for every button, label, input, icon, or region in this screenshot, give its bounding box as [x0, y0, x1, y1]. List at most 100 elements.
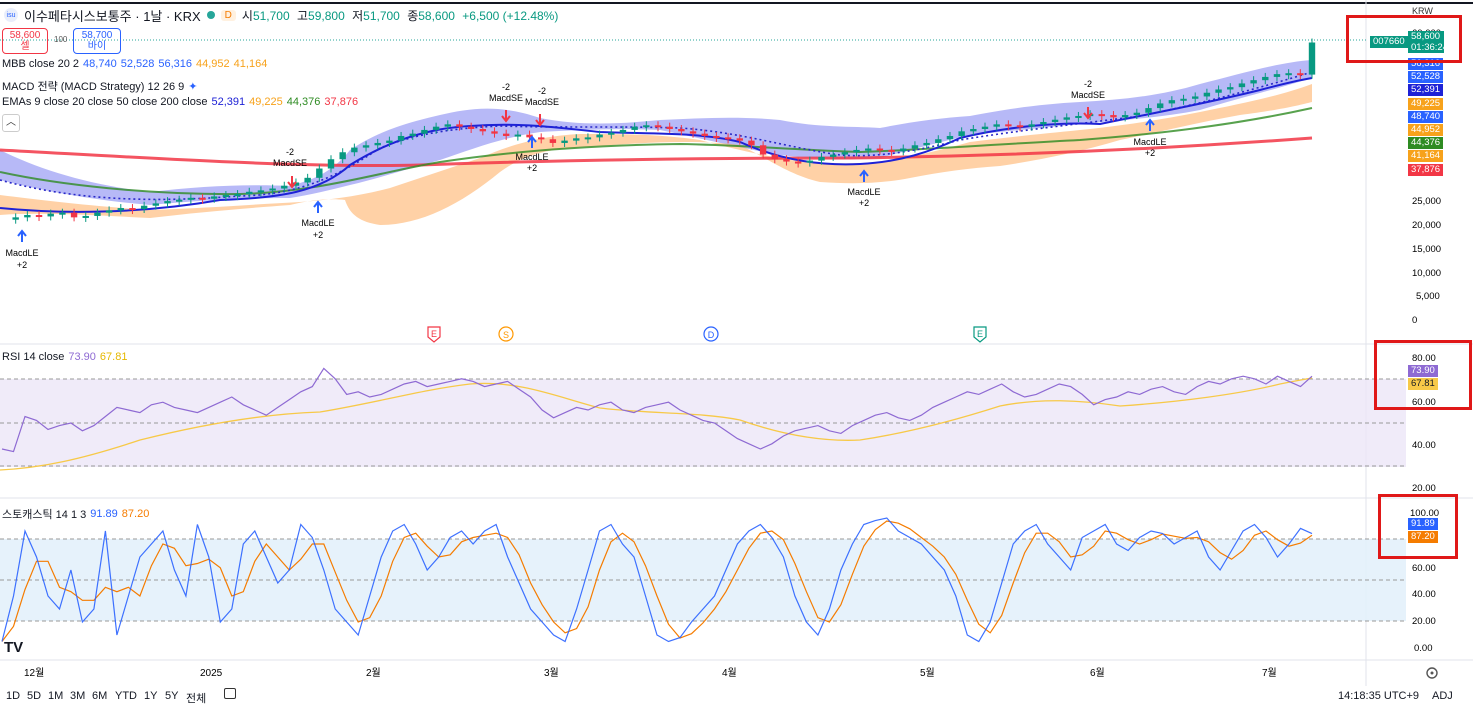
rsi-tick: 80.00 — [1412, 353, 1436, 364]
symbol-title[interactable]: 이수페타시스보통주 · 1날 · KRX — [24, 8, 201, 24]
candle — [164, 201, 171, 204]
svg-text:+2: +2 — [313, 230, 323, 240]
event-marker-dividend[interactable]: D — [703, 326, 719, 342]
last-price-badge[interactable]: 58,600 01:36:24 — [1408, 31, 1448, 53]
candle — [386, 140, 393, 143]
price-tick: 15,000 — [1412, 244, 1441, 255]
timeframe-6m[interactable]: 6M — [92, 690, 108, 702]
candle — [374, 142, 381, 146]
time-tick: 6월 — [1090, 667, 1105, 679]
candle — [246, 191, 253, 195]
ema-50-line — [0, 107, 1313, 196]
time-tick: 2월 — [366, 667, 381, 679]
candle — [538, 137, 545, 140]
candle — [1145, 108, 1152, 113]
calendar-icon[interactable] — [224, 688, 236, 699]
timeframe-all[interactable]: 전체 — [186, 693, 207, 705]
candle — [444, 124, 451, 127]
event-marker-earnings-2[interactable]: E — [973, 326, 987, 343]
indicator-value-badge: 52,528 — [1408, 71, 1444, 84]
candle — [222, 195, 230, 198]
sparkle-icon[interactable]: ✦ — [188, 80, 198, 93]
candle — [199, 197, 206, 200]
stoch-tick: 40.00 — [1412, 589, 1436, 600]
mbb-value: 41,164 — [233, 58, 268, 70]
open-value: 51,700 — [252, 8, 290, 23]
stoch-axis[interactable]: 100.00 60.00 40.00 20.00 0.00 — [1410, 508, 1439, 654]
candle — [1203, 92, 1211, 97]
time-tick: 4월 — [722, 667, 737, 679]
indicator-value-badge: 44,952 — [1408, 124, 1444, 136]
ema-value: 44,376 — [286, 96, 321, 108]
candle — [900, 148, 907, 152]
candle — [175, 199, 183, 202]
signal-macdle-1: MacdLE +2 — [5, 229, 39, 270]
sell-button[interactable]: 58,600 셀 — [2, 28, 48, 54]
change-value: +6,500 (+12.48%) — [462, 8, 559, 23]
collapse-indicators-button[interactable]: ︿ — [2, 114, 20, 132]
symbol-header: isu 이수페타시스보통주 · 1날 · KRX D 시51,700 고59,8… — [4, 6, 562, 24]
candle — [70, 212, 78, 218]
candle — [281, 185, 288, 189]
bottom-toolbar: 1D 5D 1M 3M 6M YTD 1Y 5Y 전체 14:18:35 UTC… — [0, 686, 1473, 705]
candle — [689, 131, 697, 134]
event-marker-split[interactable]: S — [498, 326, 514, 342]
candle — [701, 133, 708, 136]
price-tick: 10,000 — [1412, 268, 1441, 279]
timeframe-5y[interactable]: 5Y — [165, 690, 179, 702]
candle — [456, 124, 463, 127]
indicator-mbb[interactable]: MBB close 20 2 48,740 52,528 56,316 44,9… — [2, 58, 267, 70]
rsi-badge: 73.90 — [1408, 365, 1438, 377]
event-marker-earnings-1[interactable]: E — [427, 326, 441, 343]
indicator-rsi[interactable]: RSI 14 close 73.90 67.81 — [2, 351, 127, 363]
svg-text:+2: +2 — [859, 198, 869, 208]
time-axis[interactable]: 12월 2025 2월 3월 4월 5월 6월 7월 — [24, 667, 1277, 679]
candle — [316, 168, 323, 178]
timeframe-1d[interactable]: 1D — [6, 690, 21, 702]
candle — [549, 139, 557, 143]
indicator-value-badge: 49,225 — [1408, 97, 1444, 110]
candle — [759, 145, 767, 155]
candle — [946, 135, 954, 140]
timeframe-1m[interactable]: 1M — [48, 690, 64, 702]
time-tick: 5월 — [920, 667, 935, 679]
adjust-toggle[interactable]: ADJ — [1432, 690, 1453, 702]
svg-text:-2: -2 — [538, 86, 546, 96]
candle — [923, 142, 930, 146]
timeframe-ytd[interactable]: YTD — [115, 690, 137, 702]
settings-gear-icon[interactable] — [1426, 667, 1438, 679]
candle — [678, 129, 685, 132]
svg-text:MacdLE: MacdLE — [5, 248, 38, 258]
time-tick: 12월 — [24, 667, 44, 679]
indicator-stochastic[interactable]: 스토캐스틱 14 1 3 91.89 87.20 — [2, 506, 149, 522]
buy-button[interactable]: 58,700 바이 — [73, 28, 121, 54]
candle — [514, 134, 522, 137]
timeframe-5d[interactable]: 5D — [27, 690, 42, 702]
indicator-emas[interactable]: EMAs 9 close 20 close 50 close 200 close… — [2, 96, 358, 108]
high-value: 59,800 — [308, 8, 345, 23]
candle — [339, 152, 346, 160]
timeframe-1y[interactable]: 1Y — [144, 690, 158, 702]
candle — [35, 215, 43, 218]
clock[interactable]: 14:18:35 UTC+9 — [1338, 690, 1420, 702]
candlesticks — [12, 38, 1316, 224]
candle — [129, 208, 136, 211]
candle — [608, 132, 615, 135]
rsi-axis[interactable]: 80.00 60.00 40.00 20.00 — [1412, 353, 1436, 494]
candle — [1121, 115, 1129, 118]
stoch-tick: 100.00 — [1410, 508, 1439, 519]
signal-macdle-3: MacdLE +2 — [515, 135, 549, 173]
svg-text:+2: +2 — [17, 260, 27, 270]
interval-badge[interactable]: D — [220, 9, 236, 21]
symbol-code-badge: 007660 — [1370, 36, 1408, 48]
rsi-ma-line — [0, 377, 1313, 471]
tradingview-logo-icon[interactable]: TV — [4, 639, 23, 656]
stoch-d-value: 87.20 — [121, 508, 150, 520]
timeframe-3m[interactable]: 3M — [70, 690, 86, 702]
rsi-tick: 40.00 — [1412, 440, 1436, 451]
candle — [1297, 73, 1304, 76]
market-status-icon[interactable] — [206, 11, 215, 19]
indicator-macd-strategy[interactable]: MACD 전략 (MACD Strategy) 12 26 9 ✦ — [2, 78, 197, 94]
candle — [409, 133, 416, 136]
